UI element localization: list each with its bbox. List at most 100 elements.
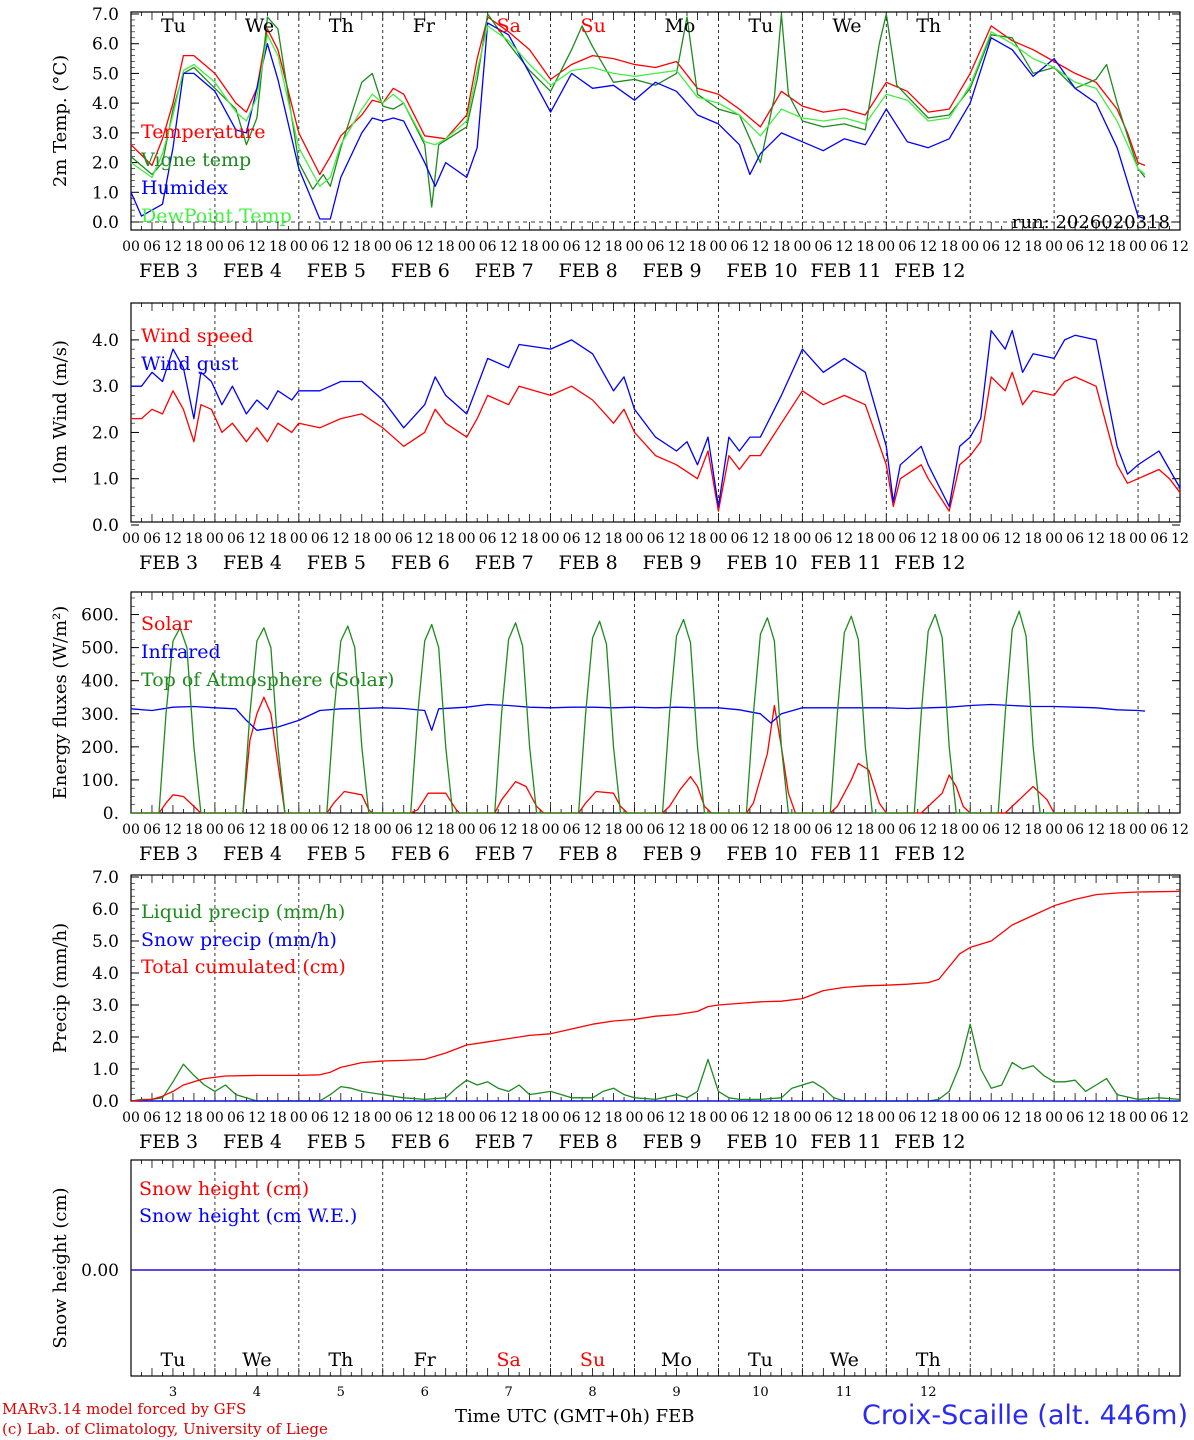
hour-tick-label: 00 [961,531,979,547]
y-tick-label: 4.0 [92,331,119,351]
hour-tick-label: 00 [961,239,979,255]
date-label: FEB 4 [223,1131,282,1153]
hour-tick-label: 12 [332,822,350,838]
hour-tick-label: 12 [919,1110,937,1126]
hour-tick-label: 12 [1003,1110,1021,1126]
series-infrared [130,703,1146,731]
weekday-label: Fr [413,15,436,37]
hour-tick-label: 12 [584,531,602,547]
hour-tick-label: 18 [772,531,790,547]
hour-tick-label: 12 [751,822,769,838]
x-axis-month: FEB [655,1406,695,1427]
hour-tick-label: 06 [731,822,749,838]
hour-tick-label: 06 [814,822,832,838]
hour-tick-label: 12 [1087,822,1105,838]
date-label: FEB 9 [642,843,701,865]
hour-tick-label: 06 [143,239,161,255]
hour-tick-label: 12 [248,1110,266,1126]
hour-tick-label: 12 [500,1110,518,1126]
panel-2: 0.0 1.0 2.0 3.0 4.0 10m Wind (m/s) Wind speed W… [50,302,1189,574]
hour-tick-label: 06 [395,531,413,547]
day-number-label: 8 [588,1385,596,1400]
hour-tick-label: 18 [185,239,203,255]
hour-tick-label: 00 [1045,239,1063,255]
hour-tick-label: 12 [500,822,518,838]
hour-tick-label: 00 [793,1110,811,1126]
hour-tick-label: 06 [898,1110,916,1126]
date-label: FEB 3 [139,552,198,574]
legend-entry: DewPoint Temp [141,205,292,227]
hour-tick-label: 06 [563,1110,581,1126]
date-label: FEB 6 [391,552,450,574]
weekday-label: Su [580,1349,605,1371]
legend-entry: Wind gust [141,353,239,375]
hour-tick-label: 00 [458,822,476,838]
hour-tick-label: 18 [605,531,623,547]
y-tick-label: 2.0 [92,423,119,443]
hour-tick-label: 18 [605,239,623,255]
hour-tick-label: 00 [961,822,979,838]
hour-tick-label: 12 [751,531,769,547]
hour-tick-label: 18 [689,1110,707,1126]
hour-tick-label: 18 [940,239,958,255]
hour-tick-label: 12 [1003,531,1021,547]
hour-tick-label: 12 [668,531,686,547]
date-label: FEB 5 [307,552,366,574]
y-tick-label: 0.0 [92,213,119,233]
y-tick-label: 3.0 [92,996,119,1016]
hour-tick-label: 00 [1129,531,1147,547]
hour-tick-label: 00 [542,531,560,547]
hour-tick-label: 06 [1150,239,1168,255]
date-label: FEB 10 [726,260,797,282]
hour-tick-label: 06 [227,1110,245,1126]
date-label: FEB 9 [642,552,701,574]
hour-tick-label: 12 [835,822,853,838]
hour-tick-label: 00 [793,239,811,255]
hour-tick-label: 00 [206,531,224,547]
hour-tick-label: 06 [982,822,1000,838]
hour-tick-label: 18 [437,1110,455,1126]
hour-tick-label: 06 [311,822,329,838]
hour-tick-label: 18 [269,822,287,838]
day-number-label: 4 [253,1385,261,1400]
hour-tick-label: 00 [374,822,392,838]
hour-tick-label: 06 [143,822,161,838]
hour-tick-label: 12 [164,1110,182,1126]
weekday-label: We [242,1349,271,1371]
date-label: FEB 11 [810,1131,881,1153]
date-label: FEB 10 [726,552,797,574]
hour-tick-label: 00 [626,822,644,838]
date-label: FEB 6 [391,843,450,865]
series-liquid-precip-mm-h- [130,1023,1181,1102]
legend-entry: Infrared [141,641,221,663]
hour-tick-label: 00 [458,239,476,255]
hour-tick-label: 06 [1066,822,1084,838]
hour-tick-label: 18 [353,822,371,838]
y-tick-label: 0.00 [81,1261,119,1281]
legend-entry: Top of Atmosphere (Solar) [141,669,394,691]
hour-tick-label: 18 [1024,1110,1042,1126]
hour-tick-label: 18 [689,239,707,255]
date-label: FEB 7 [475,843,534,865]
hour-tick-label: 18 [689,822,707,838]
hour-tick-label: 12 [248,531,266,547]
date-label: FEB 12 [894,552,965,574]
date-label: FEB 4 [223,843,282,865]
date-label: FEB 8 [559,260,618,282]
hour-tick-label: 18 [1024,822,1042,838]
hour-tick-label: 06 [898,239,916,255]
hour-tick-label: 06 [1066,239,1084,255]
date-label: FEB 10 [726,1131,797,1153]
legend-entry: Humidex [141,177,228,199]
hour-tick-label: 06 [814,239,832,255]
hour-tick-label: 00 [206,239,224,255]
weekday-label: Th [328,1349,353,1371]
hour-tick-label: 18 [353,531,371,547]
hour-tick-label: 12 [584,1110,602,1126]
date-label: FEB 9 [642,1131,701,1153]
day-number-label: 9 [672,1385,680,1400]
hour-tick-label: 18 [437,531,455,547]
series-vigne-temp [130,13,1146,208]
hour-tick-label: 12 [919,531,937,547]
weekday-label: Sa [497,15,521,37]
